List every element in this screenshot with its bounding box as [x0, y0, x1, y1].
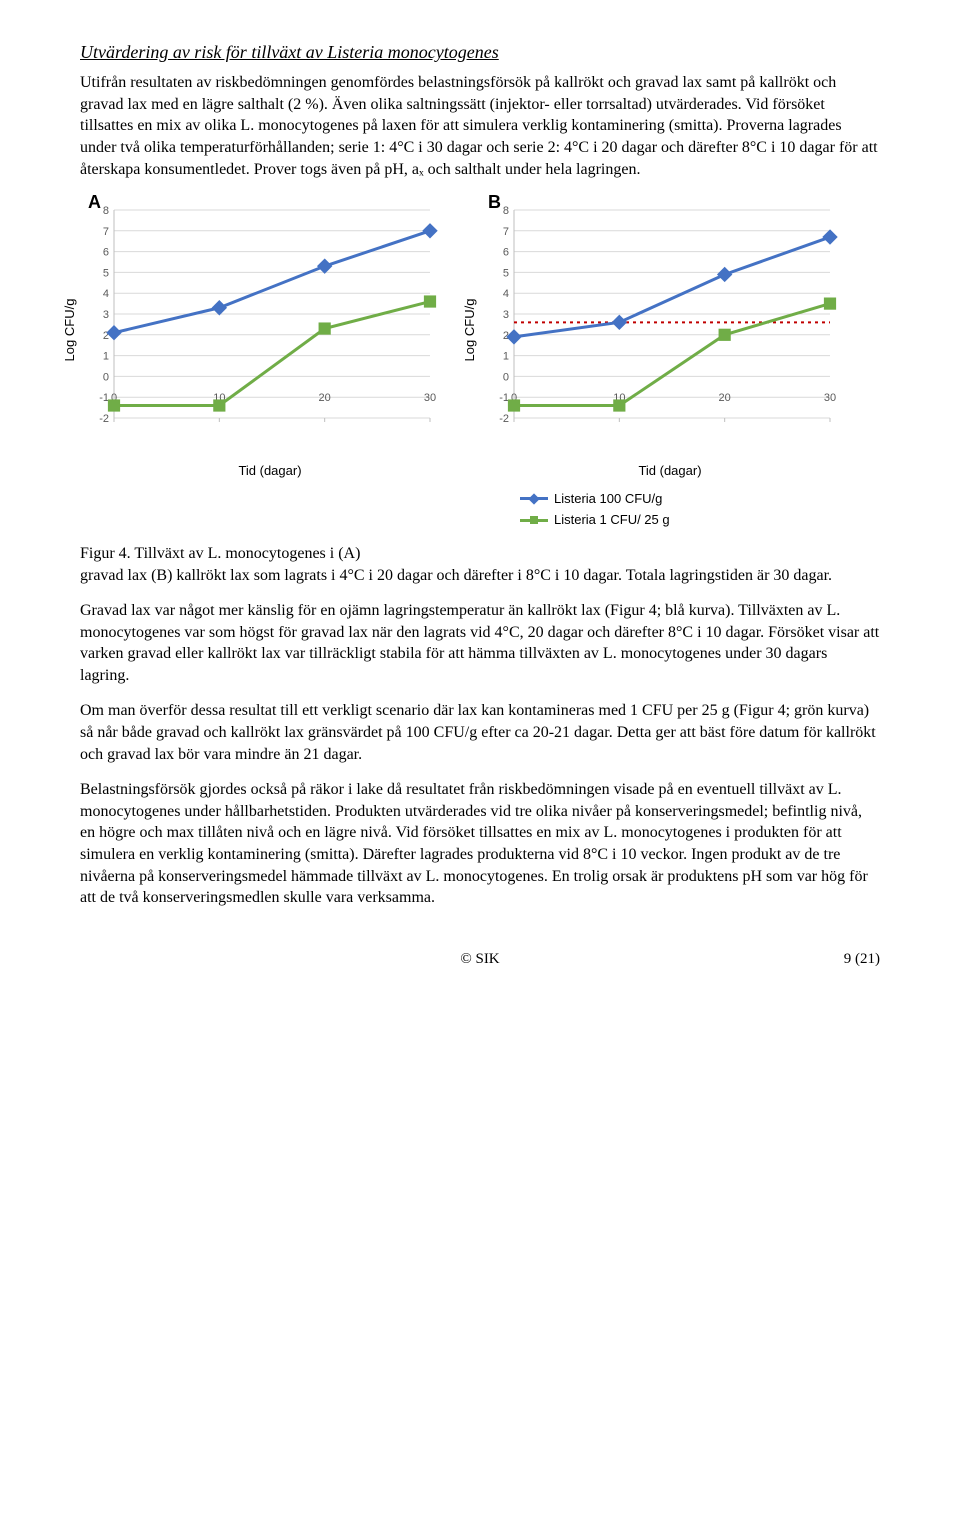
chart-legend: Listeria 100 CFU/g Listeria 1 CFU/ 25 g: [80, 490, 880, 529]
section-heading: Utvärdering av risk för tillväxt av List…: [80, 40, 880, 64]
paragraph-results-2: Om man överför dessa resultat till ett v…: [80, 700, 880, 765]
svg-text:5: 5: [103, 268, 109, 280]
svg-text:30: 30: [824, 392, 836, 404]
page: Utvärdering av risk för tillväxt av List…: [0, 0, 960, 1029]
legend-label-blue: Listeria 100 CFU/g: [554, 490, 662, 508]
page-footer: © SIK 9 (21): [80, 949, 880, 969]
svg-text:20: 20: [719, 392, 731, 404]
caption-rest: gravad lax (B) kallrökt lax som lagrats …: [80, 567, 832, 584]
footer-center: © SIK: [460, 949, 499, 969]
svg-text:-2: -2: [99, 413, 109, 425]
chart-b-cell: B Log CFU/g -2-10123456780102030 Tid (da…: [480, 200, 860, 480]
svg-text:-2: -2: [499, 413, 509, 425]
svg-text:8: 8: [103, 205, 109, 217]
svg-text:7: 7: [103, 226, 109, 238]
paragraph-intro: Utifrån resultaten av riskbedömningen ge…: [80, 72, 880, 180]
legend-swatch-blue: [520, 497, 548, 500]
svg-text:0: 0: [103, 372, 109, 384]
svg-text:6: 6: [503, 247, 509, 259]
charts-row: A Log CFU/g -2-10123456780102030 Tid (da…: [80, 200, 880, 480]
chart-a-plot: -2-10123456780102030: [80, 200, 440, 440]
svg-text:3: 3: [503, 309, 509, 321]
svg-text:6: 6: [103, 247, 109, 259]
svg-text:4: 4: [503, 288, 509, 300]
legend-label-green: Listeria 1 CFU/ 25 g: [554, 511, 670, 529]
svg-text:1: 1: [503, 351, 509, 363]
legend-swatch-green: [520, 519, 548, 522]
svg-text:20: 20: [319, 392, 331, 404]
svg-text:30: 30: [424, 392, 436, 404]
paragraph-results-3: Belastningsförsök gjordes också på räkor…: [80, 779, 880, 909]
chart-b-ylabel: Log CFU/g: [461, 299, 479, 362]
svg-text:4: 4: [103, 288, 109, 300]
footer-page-number: 9 (21): [844, 949, 880, 969]
svg-text:-1: -1: [99, 392, 109, 404]
svg-text:7: 7: [503, 226, 509, 238]
svg-text:0: 0: [503, 372, 509, 384]
caption-lead: Figur 4. Tillväxt av L. monocytogenes i …: [80, 545, 360, 562]
legend-row-green: Listeria 1 CFU/ 25 g: [520, 511, 880, 529]
svg-text:3: 3: [103, 309, 109, 321]
chart-a-ylabel: Log CFU/g: [61, 299, 79, 362]
figure-caption: Figur 4. Tillväxt av L. monocytogenes i …: [80, 543, 880, 586]
chart-b-xlabel: Tid (dagar): [480, 462, 860, 480]
svg-text:1: 1: [103, 351, 109, 363]
svg-text:-1: -1: [499, 392, 509, 404]
legend-row-blue: Listeria 100 CFU/g: [520, 490, 880, 508]
chart-b-plot: -2-10123456780102030: [480, 200, 840, 440]
paragraph-results-1: Gravad lax var något mer känslig för en …: [80, 600, 880, 686]
svg-text:8: 8: [503, 205, 509, 217]
chart-a-xlabel: Tid (dagar): [80, 462, 460, 480]
chart-a-cell: A Log CFU/g -2-10123456780102030 Tid (da…: [80, 200, 460, 480]
svg-text:5: 5: [503, 268, 509, 280]
